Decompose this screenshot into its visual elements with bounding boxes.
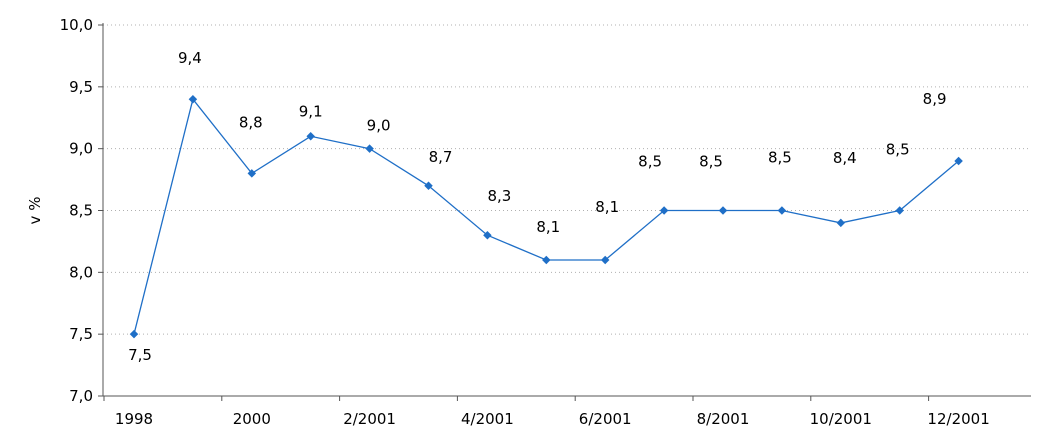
data-label: 8,5: [638, 153, 662, 171]
data-label: 8,5: [699, 153, 723, 171]
data-point: [247, 169, 257, 178]
data-label: 8,5: [768, 149, 792, 167]
data-label: 8,7: [429, 148, 453, 166]
y-tick-label: 8,5: [69, 202, 93, 220]
data-label: 9,1: [299, 102, 323, 120]
data-label: 7,5: [128, 346, 152, 364]
data-points: [129, 94, 963, 339]
data-point: [836, 218, 846, 228]
grid-lines: [103, 24, 1031, 335]
y-tick-label: 9,0: [69, 140, 93, 158]
data-point: [365, 144, 374, 153]
x-tick-label: 10/2001: [810, 410, 872, 428]
data-point: [600, 255, 610, 265]
x-tick-label: 8/2001: [697, 410, 750, 428]
y-tick-label: 8,0: [69, 263, 93, 281]
x-tick-label: 2000: [233, 410, 271, 428]
y-tick-label: 10,0: [60, 16, 93, 34]
data-point: [129, 329, 139, 339]
x-tick-label: 6/2001: [579, 410, 632, 428]
x-tick-labels: 1998 2000 2/2001 4/2001 6/2001 8/2001 10/2001 1…: [115, 410, 990, 428]
x-tick-label: 2/2001: [343, 410, 396, 428]
data-labels: 7,5 9,4 8,8 9,1 9,0 8,7 8,3 8,1 8,1 8,5 8,5 8,5 8,4 8…: [128, 49, 946, 364]
data-point: [188, 94, 198, 104]
data-point: [424, 181, 433, 191]
y-tick-labels: 7,0 7,5 8,0 8,5 9,0 9,5 10,0: [60, 16, 93, 405]
data-point: [777, 206, 787, 215]
x-tick-label: 1998: [115, 410, 153, 428]
data-label: 8,9: [923, 90, 947, 108]
data-point: [542, 255, 551, 265]
data-label: 9,0: [367, 117, 391, 135]
data-label: 8,1: [536, 218, 560, 236]
data-label: 8,5: [886, 141, 910, 159]
data-label: 8,4: [833, 149, 857, 167]
data-point: [306, 132, 315, 141]
y-tick-label: 7,5: [69, 325, 93, 343]
data-point: [483, 230, 492, 240]
y-axis-title: v %: [26, 197, 44, 225]
series-line: [133, 97, 960, 335]
series-line-path: [133, 97, 960, 335]
data-label: 8,3: [487, 187, 511, 205]
x-tick-label: 4/2001: [461, 410, 514, 428]
y-tick-label: 7,0: [69, 387, 93, 405]
x-tick-label: 12/2001: [927, 410, 989, 428]
y-tick-label: 9,5: [69, 78, 93, 96]
axes: [98, 23, 1031, 401]
data-label: 8,1: [595, 198, 619, 216]
data-label: 9,4: [178, 49, 202, 67]
data-label: 8,8: [239, 113, 263, 131]
data-point: [718, 206, 728, 215]
